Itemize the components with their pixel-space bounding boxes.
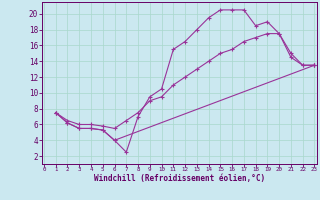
X-axis label: Windchill (Refroidissement éolien,°C): Windchill (Refroidissement éolien,°C) — [94, 174, 265, 183]
